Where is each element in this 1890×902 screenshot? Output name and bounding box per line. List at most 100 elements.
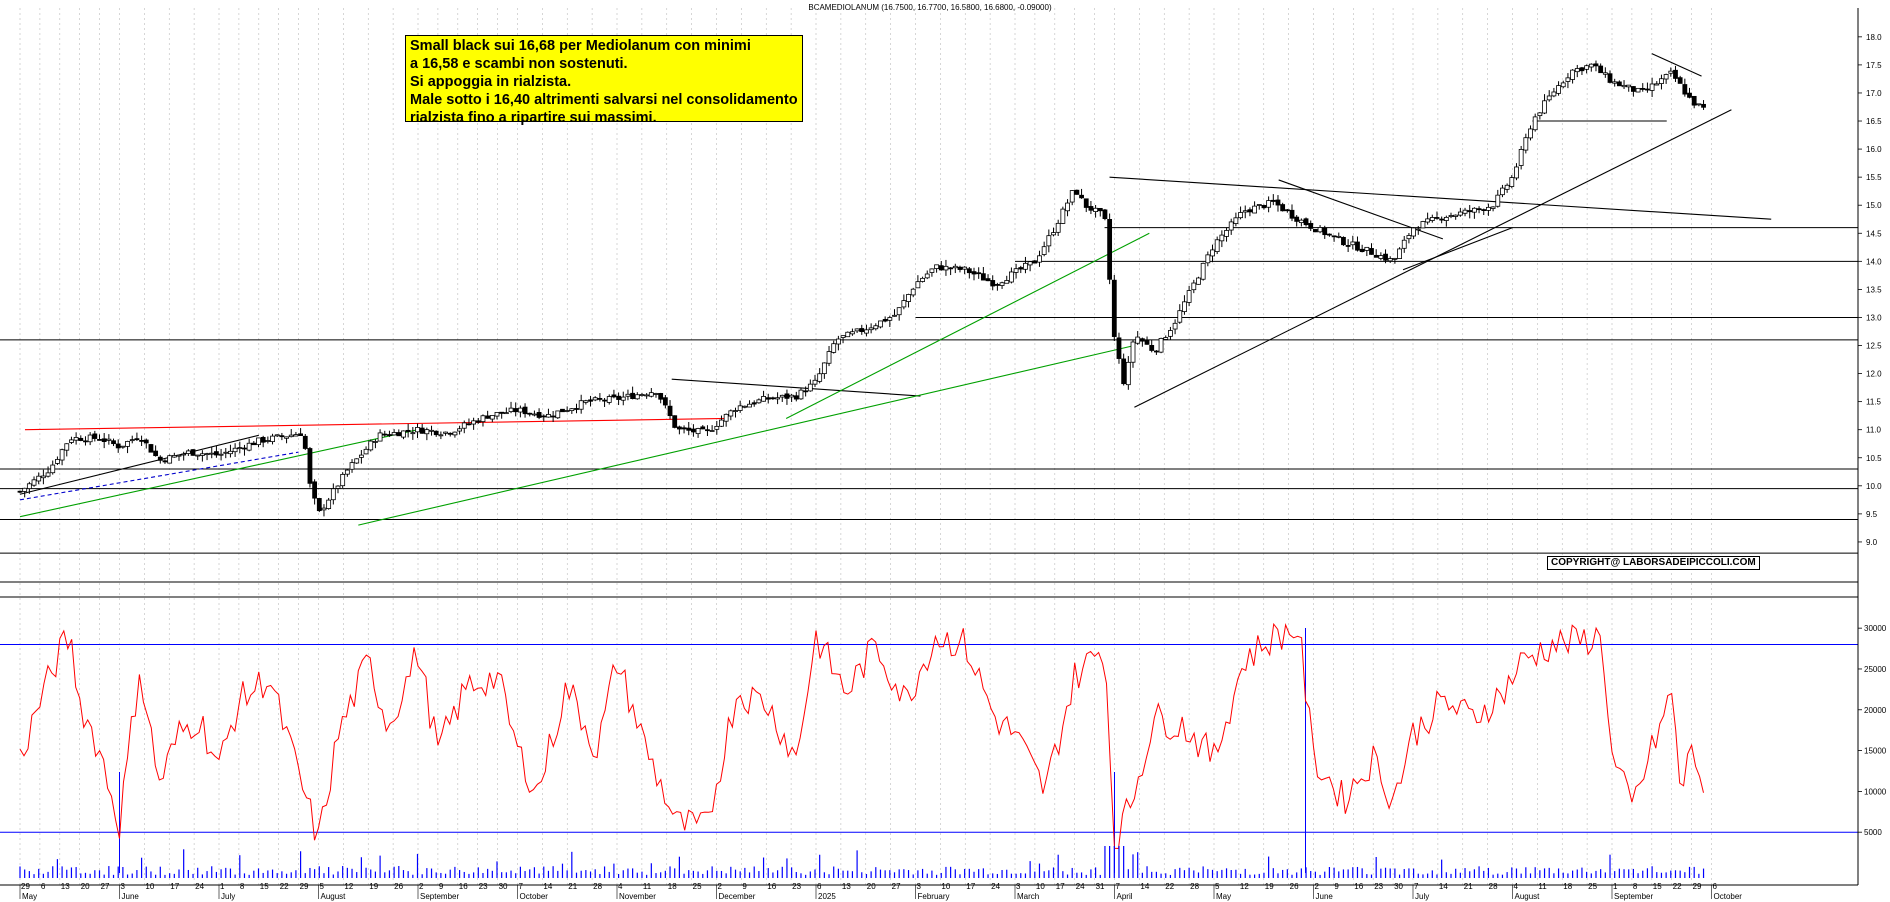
tick-label-month: October bbox=[1714, 892, 1743, 901]
candle-body bbox=[583, 400, 589, 403]
candle-body bbox=[415, 427, 420, 433]
y-tick-label: 15000 bbox=[1864, 747, 1887, 756]
candle-body bbox=[1528, 128, 1533, 139]
candle-body bbox=[59, 449, 65, 461]
candle-body bbox=[1233, 217, 1239, 224]
candle-body bbox=[840, 335, 846, 338]
candle-body bbox=[616, 395, 621, 400]
candle-body bbox=[1312, 229, 1318, 233]
candle-body bbox=[686, 427, 692, 431]
candle-body bbox=[1200, 262, 1206, 280]
tick-label-day: 17 bbox=[966, 882, 975, 891]
candle-body bbox=[1546, 95, 1552, 101]
tick-label-day: 24 bbox=[991, 882, 1000, 891]
tick-label-day: 26 bbox=[394, 882, 403, 891]
tick-label-month: May bbox=[22, 892, 37, 901]
tick-label-month: August bbox=[1515, 892, 1541, 901]
candle-body bbox=[737, 405, 743, 411]
tick-label-day: 11 bbox=[643, 882, 652, 891]
tick-label-day: 11 bbox=[1538, 882, 1547, 891]
candle-body bbox=[1125, 361, 1131, 386]
candle-body bbox=[321, 507, 327, 511]
y-tick-label: 13.5 bbox=[1866, 285, 1882, 294]
tick-label-month: August bbox=[321, 892, 347, 901]
candle-body bbox=[835, 338, 841, 345]
tick-label-day: 2 bbox=[718, 882, 723, 891]
candle-body bbox=[1018, 267, 1024, 270]
candle-body bbox=[602, 399, 607, 402]
candle-body bbox=[143, 439, 149, 444]
candle-body bbox=[401, 430, 406, 438]
tick-label-day: 22 bbox=[280, 882, 289, 891]
candle-body bbox=[1242, 210, 1248, 213]
tick-label-day: 16 bbox=[459, 882, 468, 891]
candle-body bbox=[185, 450, 191, 454]
candle-body bbox=[358, 454, 364, 458]
candle-body bbox=[812, 379, 818, 385]
tick-label-day: 10 bbox=[145, 882, 154, 891]
candle-body bbox=[307, 448, 313, 484]
candle-body bbox=[695, 428, 701, 435]
candle-body bbox=[948, 267, 954, 270]
candle-body bbox=[784, 393, 790, 399]
candle-body bbox=[31, 479, 37, 486]
candle-body bbox=[270, 435, 275, 443]
tick-label-day: 21 bbox=[1464, 882, 1473, 891]
tick-label-day: 25 bbox=[1588, 882, 1597, 891]
axes: 29 6 13 20 27 3 10 17 24 1 8 15 22 29 5 12 19 26 2 9 16 23 30 7… bbox=[0, 8, 1887, 901]
candle-body bbox=[1317, 227, 1323, 233]
green-trend-line bbox=[785, 232, 1150, 419]
note-line: a 16,58 e scambi non sostenuti. bbox=[410, 56, 628, 72]
tick-label-day: 22 bbox=[1165, 882, 1174, 891]
candle-body bbox=[1219, 234, 1225, 242]
candle-body bbox=[597, 398, 603, 400]
candle-body bbox=[1471, 207, 1477, 213]
candle-body bbox=[1602, 72, 1608, 75]
candle-body bbox=[662, 397, 668, 406]
y-tick-label: 20000 bbox=[1864, 706, 1887, 715]
candle-body bbox=[1308, 223, 1314, 229]
candle-body bbox=[1009, 271, 1014, 283]
downtrend-line bbox=[1109, 176, 1772, 220]
candle-body bbox=[999, 282, 1005, 286]
tick-label-day: 9 bbox=[439, 882, 444, 891]
candle-body bbox=[1359, 248, 1365, 253]
candle-body bbox=[1584, 65, 1590, 70]
candle-body bbox=[36, 475, 42, 482]
candle-body bbox=[906, 294, 911, 302]
tick-label-day: 20 bbox=[867, 882, 876, 891]
candle-body bbox=[1598, 65, 1604, 74]
tick-label-day: 9 bbox=[742, 882, 747, 891]
candle-body bbox=[1439, 218, 1445, 221]
candle-body bbox=[405, 429, 411, 432]
candle-body bbox=[1224, 230, 1229, 237]
candle-body bbox=[1144, 340, 1150, 345]
candle-body bbox=[1298, 219, 1304, 224]
candle-body bbox=[1551, 91, 1557, 97]
candle-body bbox=[1210, 249, 1215, 257]
candle-body bbox=[115, 443, 121, 449]
candle-body bbox=[976, 272, 982, 275]
candle-body bbox=[1088, 206, 1094, 211]
y-tick-label: 17.0 bbox=[1866, 89, 1882, 98]
candle-body bbox=[22, 487, 28, 492]
candle-body bbox=[653, 393, 659, 395]
candle-body bbox=[1612, 81, 1618, 84]
tick-label-day: 21 bbox=[568, 882, 577, 891]
candle-body bbox=[588, 399, 593, 402]
y-tick-label: 10.0 bbox=[1866, 482, 1882, 491]
tick-label-day: 29 bbox=[1693, 882, 1702, 891]
candle-body bbox=[443, 431, 448, 434]
tick-label-day: 23 bbox=[1374, 882, 1383, 891]
candle-body bbox=[546, 413, 551, 418]
candle-body bbox=[471, 420, 477, 425]
candle-body bbox=[265, 440, 271, 442]
y-tick-label: 15.0 bbox=[1866, 201, 1882, 210]
y-tick-label: 15.5 bbox=[1866, 173, 1882, 182]
candle-body bbox=[1027, 261, 1033, 266]
candle-body bbox=[1378, 255, 1384, 259]
tick-label-day: 12 bbox=[1240, 882, 1249, 891]
tick-label-day: 5 bbox=[1215, 882, 1220, 891]
tick-label-day: 28 bbox=[593, 882, 602, 891]
candle-body bbox=[962, 266, 968, 270]
